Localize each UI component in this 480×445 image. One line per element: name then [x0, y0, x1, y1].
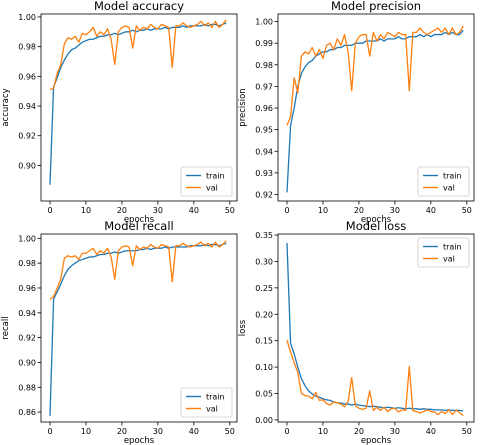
series-line-train: [49, 22, 227, 185]
legend-label-val: val: [443, 184, 455, 193]
y-tick-label: 0.86: [18, 408, 36, 417]
series-line-val: [286, 339, 464, 417]
x-tick-label: 40: [426, 206, 436, 215]
chart-0: Model accuracy 0 10 20 30 40 50 0.90 0.92 0.94 0.9…: [1, 0, 238, 225]
y-tick-label: 0.90: [18, 358, 36, 367]
y-tick-label: 0.93: [255, 169, 273, 178]
y-tick-label: 0.10: [255, 363, 273, 372]
legend: train val: [180, 166, 233, 197]
x-tick-label: 40: [426, 427, 436, 436]
y-tick-label: 0.96: [18, 72, 36, 81]
x-tick-label: 20: [354, 427, 364, 436]
legend-label-val: val: [206, 184, 218, 193]
y-tick-label: 0.88: [18, 383, 36, 392]
legend-label-val: val: [443, 255, 455, 264]
legend-box: [180, 387, 233, 418]
x-tick-label: 40: [189, 206, 199, 215]
series-line-train: [286, 242, 464, 412]
x-axis-label: epochs: [361, 215, 392, 225]
chart-3: Model loss 0 10 20 30 40 50 0.00 0.05 0.10 0.15 0.2…: [238, 219, 475, 445]
x-tick-label: 10: [318, 206, 328, 215]
x-axis-label: epochs: [361, 436, 392, 445]
y-tick-label: 0.96: [255, 104, 273, 113]
legend-label-train: train: [443, 172, 462, 181]
legend-label-val: val: [206, 405, 218, 414]
x-tick-label: 0: [47, 206, 52, 215]
x-tick-label: 20: [117, 206, 127, 215]
y-axis-label: precision: [238, 88, 248, 126]
x-tick-label: 30: [153, 427, 163, 436]
y-tick-label: 0.94: [18, 102, 36, 111]
y-tick-label: 0.35: [255, 231, 273, 240]
chart-2: Model recall 0 10 20 30 40 50 0.86 0.88 0.90 0.92 0…: [1, 219, 238, 445]
x-tick-label: 10: [81, 206, 91, 215]
y-tick-label: 1.00: [255, 18, 273, 27]
y-tick-label: 0.30: [255, 257, 273, 266]
y-tick-label: 1.00: [18, 13, 36, 22]
y-tick-label: 1.00: [18, 234, 36, 243]
y-tick-label: 0.92: [18, 334, 36, 343]
x-tick-label: 50: [225, 206, 235, 215]
legend: train val: [417, 166, 470, 197]
x-tick-label: 40: [189, 427, 199, 436]
x-tick-label: 20: [354, 206, 364, 215]
x-tick-label: 30: [390, 206, 400, 215]
x-tick-label: 0: [284, 206, 289, 215]
x-tick-label: 50: [462, 427, 472, 436]
y-axis-label: loss: [238, 319, 248, 336]
y-tick-label: 0.05: [255, 389, 273, 398]
series-line-val: [49, 240, 227, 300]
x-tick-label: 50: [225, 427, 235, 436]
axes-frame: [277, 13, 475, 202]
y-tick-label: 0.98: [18, 43, 36, 52]
y-tick-label: 0.98: [18, 259, 36, 268]
y-tick-label: 0.98: [255, 61, 273, 70]
y-tick-label: 0.25: [255, 284, 273, 293]
x-axis-label: epochs: [124, 215, 155, 225]
y-tick-label: 0.96: [18, 284, 36, 293]
y-tick-label: 0.94: [255, 147, 273, 156]
x-tick-label: 10: [81, 427, 91, 436]
legend-box: [417, 237, 470, 268]
y-axis-label: accuracy: [1, 88, 11, 126]
series-line-val: [286, 25, 464, 126]
axes-frame: [40, 13, 238, 202]
legend-label-train: train: [206, 393, 225, 402]
legend-box: [417, 166, 470, 197]
y-axis-label: recall: [1, 316, 11, 339]
x-tick-label: 0: [47, 427, 52, 436]
x-tick-label: 0: [284, 427, 289, 436]
chart-1: Model precision 0 10 20 30 40 50 0.92 0.93 0.94 0.…: [238, 0, 475, 225]
x-tick-label: 30: [390, 427, 400, 436]
y-tick-label: 0.95: [255, 126, 273, 135]
x-tick-label: 20: [117, 427, 127, 436]
y-tick-label: 0.94: [18, 309, 36, 318]
series-line-val: [49, 19, 227, 91]
x-tick-label: 10: [318, 427, 328, 436]
chart-title: Model loss: [346, 219, 406, 233]
chart-title: Model accuracy: [94, 0, 184, 13]
x-tick-label: 50: [462, 206, 472, 215]
y-tick-label: 0.99: [255, 39, 273, 48]
chart-title: Model precision: [331, 0, 421, 13]
legend-box: [180, 166, 233, 197]
x-axis-label: epochs: [124, 436, 155, 445]
y-tick-label: 0.90: [18, 161, 36, 170]
y-tick-label: 0.92: [255, 191, 273, 200]
legend: train val: [180, 387, 233, 418]
y-tick-label: 0.92: [18, 132, 36, 141]
legend-label-train: train: [206, 172, 225, 181]
y-tick-label: 0.15: [255, 337, 273, 346]
x-tick-label: 30: [153, 206, 163, 215]
y-tick-label: 0.20: [255, 310, 273, 319]
legend: train val: [417, 237, 470, 268]
series-line-train: [49, 242, 227, 416]
axes-frame: [40, 233, 238, 423]
axes-frame: [277, 233, 475, 423]
y-tick-label: 0.00: [255, 416, 273, 425]
y-tick-label: 0.97: [255, 82, 273, 91]
legend-label-train: train: [443, 243, 462, 252]
chart-title: Model recall: [104, 219, 174, 233]
